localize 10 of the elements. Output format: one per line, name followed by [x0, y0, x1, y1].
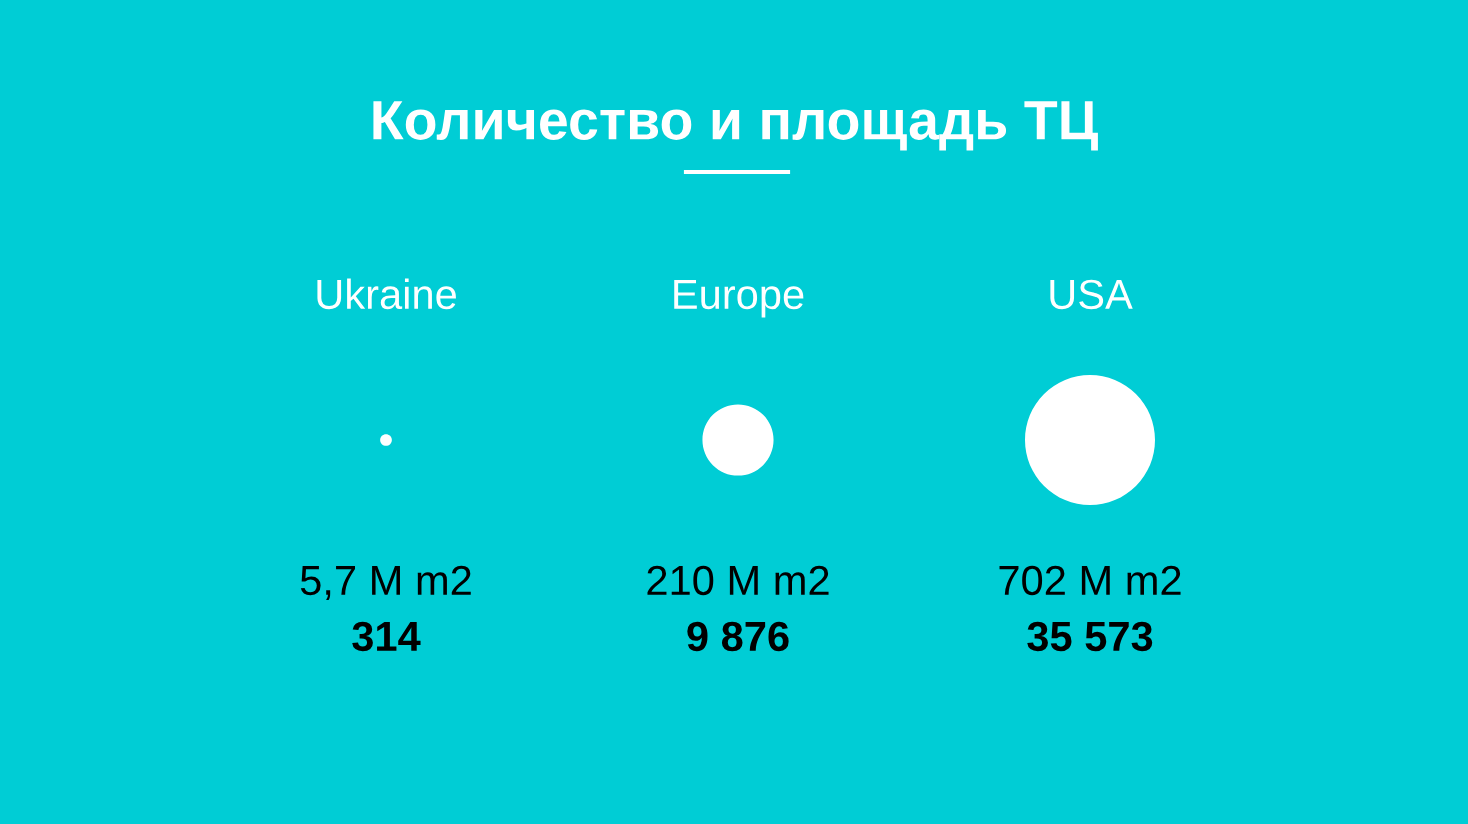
data-label: 210 M m2	[647, 565, 829, 596]
data-label: 702 M m2	[999, 565, 1181, 596]
data-label: 5,7 M m2	[300, 565, 471, 601]
category-label: Ukraine	[317, 278, 456, 310]
category-label: Europe	[674, 280, 804, 318]
data-label: 314	[352, 621, 421, 652]
data-label: 9 876	[687, 621, 789, 652]
category-label: USA	[1050, 279, 1133, 310]
data-label: 35 573	[1027, 621, 1153, 652]
text: Количество и площадь ТЦ	[373, 101, 1098, 151]
